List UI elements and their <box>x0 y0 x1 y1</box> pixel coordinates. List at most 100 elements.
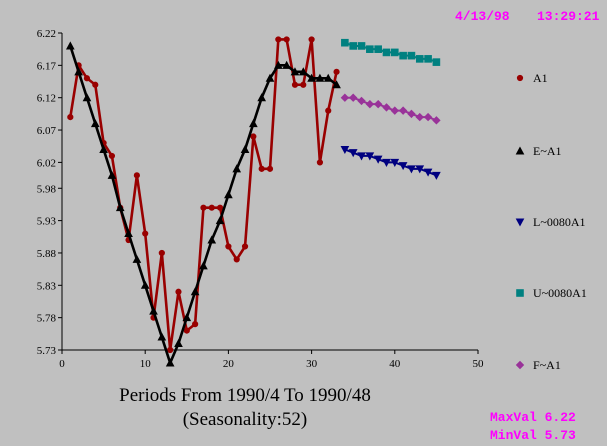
series-a1 <box>67 36 340 354</box>
data-point <box>183 327 190 334</box>
data-point <box>373 99 383 109</box>
x-tick-label: 50 <box>473 358 485 370</box>
data-point <box>108 152 116 160</box>
data-point <box>265 73 275 82</box>
data-point <box>282 60 291 69</box>
y-tick-label: 5.83 <box>37 280 57 292</box>
y-tick-label: 5.73 <box>37 345 57 357</box>
legend-label: A1 <box>533 71 548 85</box>
data-point <box>283 36 290 43</box>
data-point <box>357 42 366 50</box>
data-point <box>249 119 258 128</box>
data-point <box>357 96 366 106</box>
data-point <box>325 107 332 114</box>
data-point <box>241 243 249 250</box>
data-point <box>190 287 200 296</box>
caption-period: Periods From 1990/4 To 1990/48 <box>119 385 371 406</box>
data-point <box>382 48 391 57</box>
data-point <box>208 204 215 211</box>
data-point <box>415 55 424 63</box>
data-point <box>149 306 158 315</box>
legend-label: F~A1 <box>533 358 561 372</box>
legend-label: E~A1 <box>533 144 562 158</box>
data-point <box>365 152 375 161</box>
data-point <box>224 190 233 199</box>
data-point <box>107 170 117 179</box>
y-tick-label: 6.02 <box>37 157 56 169</box>
data-point <box>74 67 83 76</box>
legend-marker <box>515 146 525 155</box>
data-point <box>423 112 433 122</box>
y-tick-label: 5.98 <box>37 183 57 195</box>
data-point <box>67 114 74 121</box>
data-point <box>315 73 325 82</box>
data-point <box>341 38 349 47</box>
data-point <box>357 152 366 161</box>
caption-seasonality: (Seasonality:52) <box>182 409 308 430</box>
data-point <box>192 321 199 328</box>
report-time: 13:29:21 <box>537 9 600 24</box>
legend-marker <box>516 289 524 297</box>
data-point <box>115 203 125 212</box>
data-point <box>258 165 265 172</box>
data-point <box>373 155 383 164</box>
data-point <box>374 45 382 53</box>
data-point <box>65 41 75 50</box>
legend-marker <box>515 218 525 227</box>
data-point <box>307 73 316 82</box>
series-l-0080a1 <box>340 145 441 180</box>
data-point <box>340 93 350 102</box>
data-point <box>215 216 225 225</box>
legend-marker <box>516 74 524 82</box>
data-point <box>182 313 192 322</box>
data-point <box>407 165 416 174</box>
data-point <box>398 106 408 115</box>
data-point <box>298 67 308 76</box>
data-point <box>140 280 150 289</box>
data-point <box>266 165 274 172</box>
data-point <box>200 204 207 211</box>
data-point <box>332 80 341 89</box>
y-tick-label: 5.93 <box>37 216 57 228</box>
data-point <box>233 256 240 263</box>
data-point <box>290 67 300 76</box>
x-tick-label: 40 <box>389 358 401 370</box>
y-tick-label: 5.78 <box>37 313 57 325</box>
min-value-label: MinVal 5.73 <box>490 428 576 443</box>
data-point <box>82 93 92 102</box>
legend-label: U~0080A1 <box>533 286 587 300</box>
series-u-0080a1 <box>341 38 441 66</box>
data-point <box>390 106 400 115</box>
data-point <box>175 288 182 295</box>
data-point <box>157 332 167 341</box>
data-point <box>424 55 432 63</box>
legend-marker <box>515 360 525 370</box>
data-point <box>225 243 232 250</box>
data-point <box>216 204 224 211</box>
data-point <box>158 249 165 257</box>
data-point <box>300 81 307 88</box>
data-point <box>407 109 416 119</box>
data-point <box>273 60 283 69</box>
data-point <box>142 230 149 237</box>
data-point <box>323 73 333 82</box>
data-point <box>390 48 399 57</box>
data-point <box>399 51 407 60</box>
data-point <box>432 171 441 180</box>
x-tick-label: 10 <box>140 358 152 370</box>
data-point <box>415 165 425 174</box>
data-point <box>250 133 257 140</box>
data-point <box>99 144 108 153</box>
y-tick-label: 5.88 <box>37 248 57 260</box>
y-tick-label: 6.12 <box>37 93 56 105</box>
chart-series <box>65 36 441 367</box>
chart-legend: A1 E~A1 L~0080A1 U~0080A1 F~A1 <box>515 71 587 372</box>
data-point <box>398 162 408 171</box>
data-point <box>199 261 208 270</box>
data-point <box>316 159 324 166</box>
y-tick-label: 6.17 <box>37 60 57 72</box>
data-point <box>165 358 175 367</box>
legend-label: L~0080A1 <box>533 215 586 229</box>
data-point <box>83 75 91 82</box>
